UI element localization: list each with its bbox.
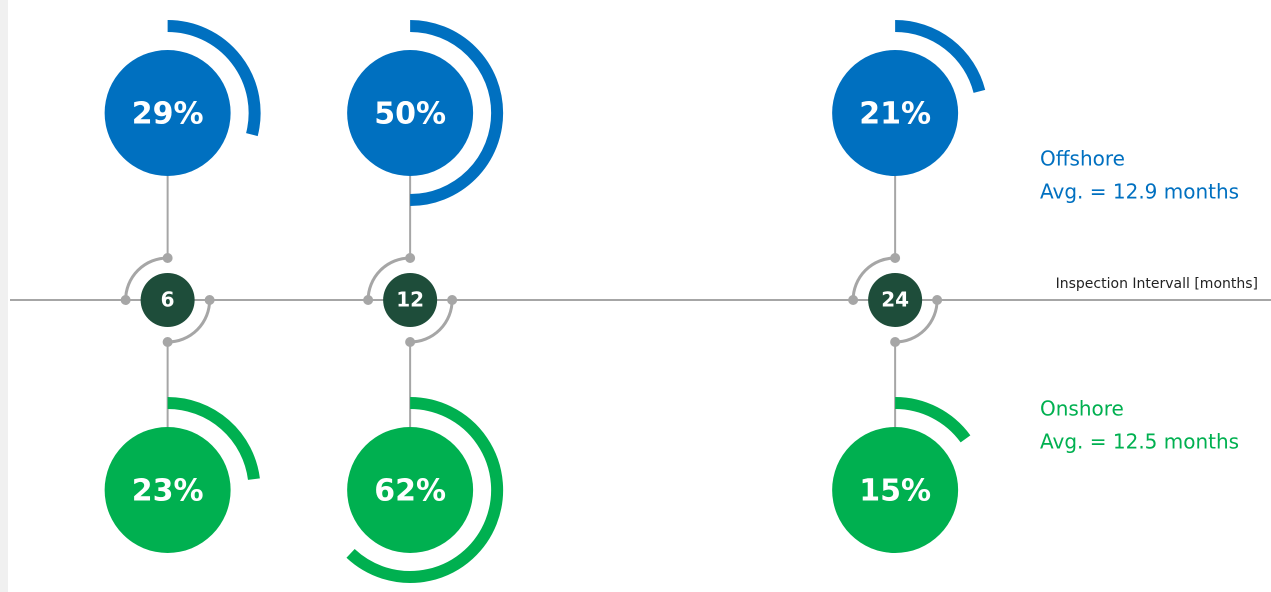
connector-arc	[366, 256, 411, 301]
percent-circle	[832, 427, 959, 553]
percent-label: 62%	[374, 474, 446, 509]
connector-arc	[167, 299, 212, 344]
legend-name: Onshore	[1040, 397, 1124, 421]
interval-node	[868, 273, 923, 327]
connector-dot	[890, 253, 901, 263]
interval-label: 12	[396, 288, 424, 312]
legend-name: Offshore	[1040, 147, 1125, 171]
percent-arc	[894, 20, 986, 94]
connector-dot	[162, 253, 173, 263]
connector-dot	[405, 253, 416, 263]
percent-arc	[410, 20, 504, 206]
percent-circle	[104, 427, 231, 553]
percent-arc	[167, 397, 260, 480]
interval-node	[140, 273, 195, 327]
connector-arc	[851, 256, 896, 301]
percent-label: 23%	[132, 474, 204, 509]
percent-label: 29%	[132, 97, 204, 132]
percent-circle	[347, 50, 474, 176]
connector-dot	[890, 337, 901, 347]
axis-label: Inspection Intervall [months]	[1056, 276, 1258, 292]
percent-label: 21%	[859, 97, 931, 132]
connector-dot	[848, 295, 859, 305]
percent-circle	[347, 427, 474, 553]
connector-arc	[410, 299, 454, 344]
percent-arc	[894, 397, 971, 443]
connector-dot	[405, 337, 416, 347]
interval-label: 24	[881, 288, 909, 312]
percent-arc	[346, 397, 504, 583]
percent-arc	[167, 20, 261, 137]
legend-annotation: Avg. = 12.9 months	[1040, 180, 1239, 204]
connector-dot	[363, 295, 374, 305]
percent-label: 15%	[859, 474, 931, 509]
legend-annotation: Avg. = 12.5 months	[1040, 430, 1239, 454]
connector-dot	[204, 295, 215, 305]
connector-arc	[895, 299, 939, 344]
connector-dot	[447, 295, 458, 305]
connector-arc	[124, 256, 168, 301]
percent-label: 50%	[374, 97, 446, 132]
connector-dot	[162, 337, 173, 347]
percent-circle	[832, 50, 959, 176]
interval-node	[383, 273, 438, 327]
interval-label: 6	[161, 288, 175, 312]
connector-dot	[932, 295, 943, 305]
connector-dot	[120, 295, 131, 305]
percent-circle	[104, 50, 231, 176]
left-strip	[0, 0, 8, 592]
